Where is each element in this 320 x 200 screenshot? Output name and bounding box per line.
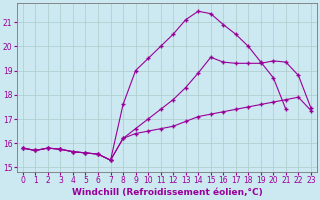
X-axis label: Windchill (Refroidissement éolien,°C): Windchill (Refroidissement éolien,°C)	[72, 188, 262, 197]
